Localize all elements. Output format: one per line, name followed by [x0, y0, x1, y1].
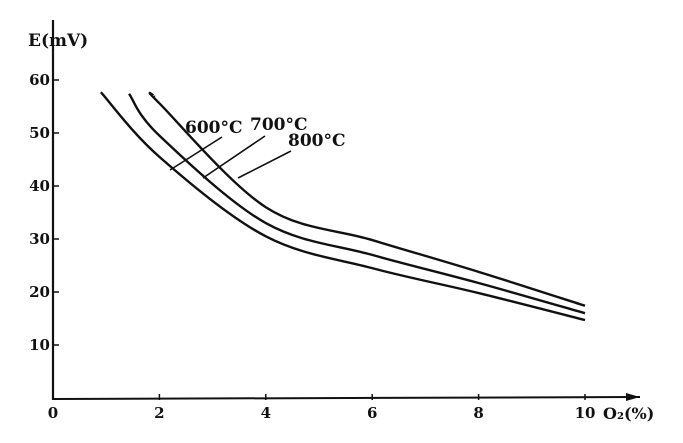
y-axis-label: E(mV)	[28, 31, 88, 51]
series-label-leader	[237, 150, 292, 179]
series-line-0	[99, 91, 586, 322]
series-label-leader	[169, 136, 223, 171]
x-tick-label: 8	[473, 404, 483, 422]
series-label: 600°C	[185, 118, 243, 138]
series-line-1	[128, 93, 586, 315]
y-tick-label: 40	[29, 177, 50, 195]
x-axis-line	[52, 396, 641, 400]
y-tick-label: 20	[29, 283, 50, 301]
y-tick-label: 60	[29, 71, 50, 89]
series-label: 800°C	[288, 131, 346, 151]
series-line-2	[148, 91, 586, 307]
x-tick-label: 2	[154, 404, 164, 422]
y-tick-label: 10	[29, 336, 50, 354]
x-axis-arrow	[626, 393, 640, 401]
series-group	[99, 91, 586, 322]
x-tick-label: 10	[575, 404, 596, 422]
x-tick-label: 6	[367, 404, 377, 422]
axes: 0 2 4 6 8 10 10 20 30 40 50 60	[29, 20, 641, 422]
y-tick-label: 30	[29, 230, 50, 248]
series-label: 700°C	[250, 115, 308, 135]
x-tick-label: 0	[48, 404, 58, 422]
x-tick-label: 4	[261, 404, 271, 422]
x-axis-label: O₂(%)	[603, 404, 654, 423]
y-tick-label: 50	[29, 124, 50, 142]
series-label-leader	[202, 135, 266, 179]
